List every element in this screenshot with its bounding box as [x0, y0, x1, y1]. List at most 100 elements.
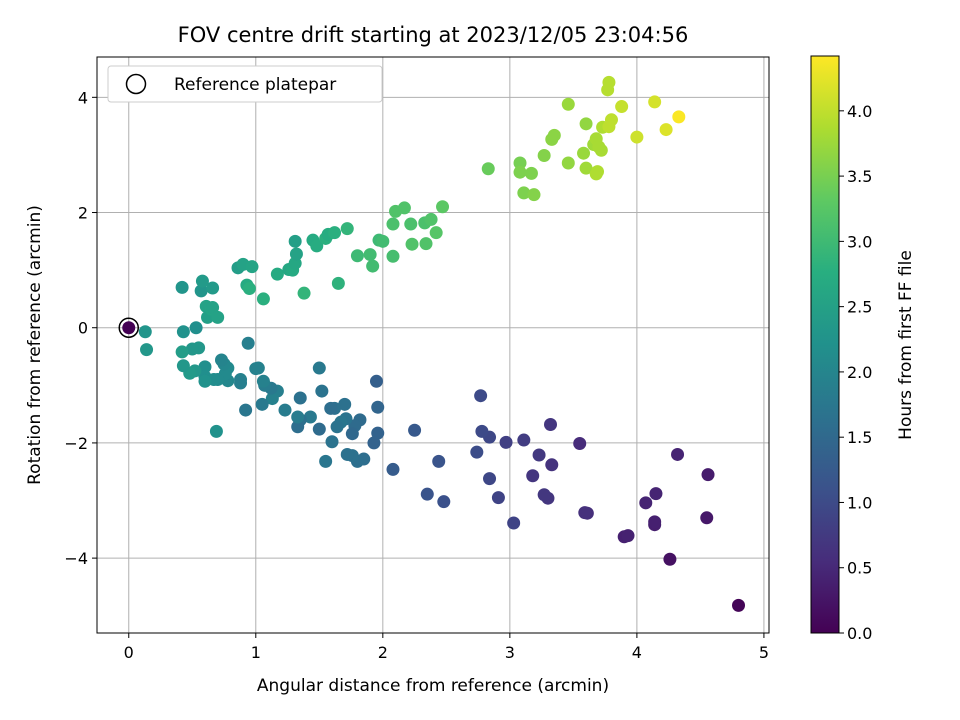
data-point	[517, 186, 531, 200]
data-point	[211, 310, 225, 324]
data-point	[527, 188, 541, 202]
y-tick-label: 4	[78, 88, 88, 107]
data-point	[419, 237, 433, 251]
colorbar-tick-label: 0.5	[847, 559, 872, 578]
data-point	[195, 274, 209, 288]
data-point	[545, 458, 559, 472]
data-point	[577, 146, 591, 160]
data-point	[140, 343, 154, 357]
x-axis-ticks: 0 1 2 3 4 5	[124, 633, 769, 662]
data-point	[350, 249, 364, 263]
y-axis-ticks: −4 −2 0 2 4	[64, 88, 97, 568]
legend: Reference platepar	[107, 65, 383, 103]
data-point	[474, 389, 488, 403]
data-point	[701, 468, 715, 482]
data-point	[649, 487, 663, 501]
data-point	[324, 401, 338, 415]
data-point	[481, 162, 495, 176]
x-tick-label: 3	[505, 643, 515, 662]
colorbar: 0.0 0.5 1.0 1.5 2.0 2.5 3.0 3.5 4.0 Hours from f…	[810, 55, 916, 643]
data-point	[429, 226, 443, 240]
data-point	[198, 374, 212, 388]
colorbar-gradient	[810, 55, 840, 634]
data-point	[288, 234, 302, 248]
colorbar-tick-label: 2.0	[847, 363, 872, 382]
data-point	[176, 359, 190, 373]
colorbar-label: Hours from first FF file	[896, 250, 916, 440]
data-point	[206, 301, 220, 315]
data-point	[330, 420, 344, 434]
data-point	[338, 397, 352, 411]
data-point	[483, 472, 497, 486]
data-point	[176, 325, 190, 339]
data-point	[303, 410, 317, 424]
data-point	[424, 212, 438, 226]
data-point	[386, 217, 400, 231]
y-tick-label: 2	[78, 204, 88, 223]
data-point	[432, 454, 446, 468]
data-point	[265, 392, 279, 406]
colorbar-tick-label: 0.0	[847, 624, 872, 643]
data-point	[537, 148, 551, 162]
chart-title: FOV centre drift starting at 2023/12/05 …	[178, 23, 689, 47]
data-point	[579, 161, 593, 175]
data-point	[648, 95, 662, 109]
data-point	[319, 454, 333, 468]
data-point	[491, 491, 505, 505]
data-point	[517, 433, 531, 447]
data-point	[234, 376, 248, 390]
data-point	[397, 201, 411, 215]
data-point	[209, 424, 223, 438]
data-point	[475, 424, 489, 438]
data-point	[376, 234, 390, 248]
data-point	[436, 200, 450, 214]
data-point	[312, 361, 326, 375]
reference-circle	[118, 317, 140, 338]
data-point	[371, 426, 385, 440]
data-point	[420, 487, 434, 501]
plot-frame	[96, 56, 770, 634]
colorbar-tick-label: 4.0	[847, 102, 872, 121]
data-point	[122, 321, 136, 335]
data-point	[578, 506, 592, 520]
data-point	[591, 165, 605, 179]
data-point	[371, 400, 385, 414]
data-point	[340, 447, 354, 461]
data-point	[526, 469, 540, 483]
data-point	[175, 280, 189, 294]
data-point	[363, 248, 377, 262]
data-point	[513, 165, 527, 179]
data-point	[547, 128, 561, 142]
colorbar-tick-label: 1.0	[847, 493, 872, 512]
x-tick-label: 0	[124, 643, 134, 662]
data-point	[239, 403, 253, 417]
data-point	[732, 598, 746, 612]
colorbar-tick-label: 1.5	[847, 428, 872, 447]
data-point	[621, 529, 635, 543]
colorbar-tick-label: 2.5	[847, 298, 872, 317]
data-point	[328, 226, 342, 240]
data-point	[325, 435, 339, 449]
data-point	[249, 362, 263, 376]
data-point	[198, 360, 212, 374]
data-point	[659, 123, 673, 137]
data-point	[561, 97, 575, 111]
data-point	[386, 462, 400, 476]
data-point	[615, 100, 629, 114]
data-point	[513, 156, 527, 170]
data-point	[604, 113, 618, 127]
data-point	[507, 516, 521, 530]
data-point	[206, 281, 220, 295]
data-point	[700, 511, 714, 525]
data-point	[470, 445, 484, 459]
data-point	[242, 282, 256, 296]
data-point	[544, 417, 558, 431]
data-point	[408, 423, 422, 437]
data-point	[312, 422, 326, 436]
data-point	[405, 237, 419, 251]
data-point	[340, 222, 354, 236]
data-point	[366, 259, 380, 273]
colorbar-tick-label: 3.5	[847, 167, 872, 186]
data-point	[315, 384, 329, 398]
